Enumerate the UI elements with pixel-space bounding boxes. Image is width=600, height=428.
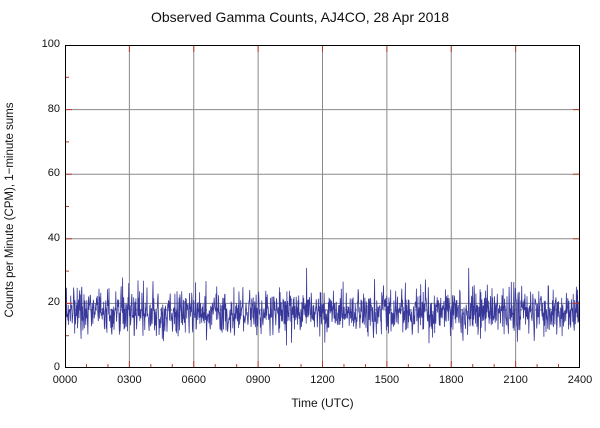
x-axis-label: Time (UTC) — [291, 396, 354, 410]
x-tick-label: 0600 — [181, 374, 206, 386]
plot-area — [64, 44, 581, 373]
x-tick-label: 1800 — [439, 374, 464, 386]
x-tick-label: 1200 — [310, 374, 335, 386]
x-tick-label: 0900 — [245, 374, 271, 386]
data-series-line — [64, 267, 581, 346]
x-tick-label: 0000 — [52, 374, 78, 386]
x-tick-label: 2100 — [503, 374, 528, 386]
y-tick-label: 0 — [53, 361, 60, 373]
y-tick-label: 40 — [47, 231, 60, 244]
chart-title: Observed Gamma Counts, AJ4CO, 28 Apr 201… — [150, 9, 450, 25]
y-tick-label: 60 — [47, 167, 60, 180]
y-tick-label: 80 — [47, 102, 60, 115]
y-tick-label: 100 — [41, 38, 60, 50]
y-axis-label: Counts per Minute (CPM), 1−minute sums — [4, 102, 16, 318]
x-tick-label: 2400 — [567, 374, 593, 386]
x-tick-label: 0300 — [117, 374, 142, 386]
x-tick-label: 1500 — [374, 374, 400, 386]
y-tick-label: 20 — [47, 296, 60, 309]
plot-svg — [64, 44, 581, 369]
